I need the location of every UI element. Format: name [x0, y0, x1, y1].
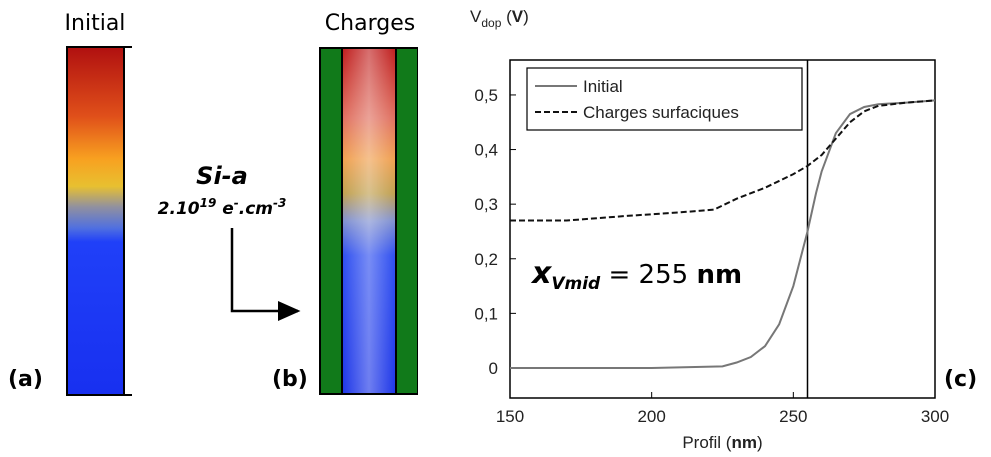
axis-label-part: ): [757, 433, 763, 452]
legend-label: Charges surfaciques: [583, 103, 739, 122]
panel-label: (c): [944, 367, 977, 392]
panel-title: Charges: [325, 11, 415, 36]
panel-label: (a): [8, 367, 43, 392]
x-tick-label: 300: [921, 407, 949, 426]
doping-carrier-sup: -: [234, 196, 239, 210]
legend-box: [526, 67, 803, 131]
color-bar: [66, 46, 125, 396]
y-tick-label: 0,1: [474, 304, 498, 323]
annotation-text: = 255: [600, 260, 696, 290]
axis-label-part: ): [523, 7, 529, 26]
y-tick-label: 0,2: [474, 250, 498, 269]
axis-label-part: V: [512, 7, 524, 26]
bracket: [123, 46, 132, 396]
y-tick-label: 0: [489, 359, 498, 378]
side-strip: [321, 49, 341, 393]
x-tick-label: 200: [637, 407, 665, 426]
annotation-unit: nm: [696, 260, 742, 290]
series-line: [510, 99, 936, 369]
doping-carrier: e: [216, 199, 233, 219]
material-name: Si-a: [196, 162, 248, 190]
panel-label: (b): [272, 367, 308, 392]
y-tick-label: 0,4: [474, 141, 498, 160]
doping-mantissa: 2.10: [158, 199, 200, 219]
annotation-subscript: Vmid: [551, 274, 601, 294]
axis-label-part: Profil (: [682, 433, 731, 452]
annotation: xVmid = 255 nm: [530, 256, 742, 294]
doping-exponent: 19: [200, 196, 217, 210]
axis-label: Vdop (V): [470, 7, 529, 30]
axis-label-part: (: [501, 7, 512, 26]
side-strip: [397, 49, 417, 393]
axis-label-part: V: [470, 7, 482, 26]
doping-unit-sup: -3: [273, 196, 286, 210]
annotation-symbol: x: [530, 256, 553, 291]
plot-frame: [509, 59, 936, 399]
y-tick-label: 0,5: [474, 86, 498, 105]
legend-label: Initial: [583, 77, 623, 96]
doping-unit: .cm: [239, 199, 273, 219]
doping: 2.1019 e-.cm-3: [158, 196, 287, 219]
panel-title: Initial: [65, 11, 126, 36]
y-tick-label: 0,3: [474, 195, 498, 214]
x-tick-label: 250: [779, 407, 807, 426]
series-line: [510, 99, 936, 222]
axis-label-part: nm: [731, 433, 757, 452]
arrow: [230, 228, 301, 321]
axis-label-part: dop: [481, 16, 501, 30]
axis-label: Profil (nm): [682, 433, 762, 452]
x-tick-label: 150: [496, 407, 524, 426]
color-bar-shade: [343, 49, 395, 393]
